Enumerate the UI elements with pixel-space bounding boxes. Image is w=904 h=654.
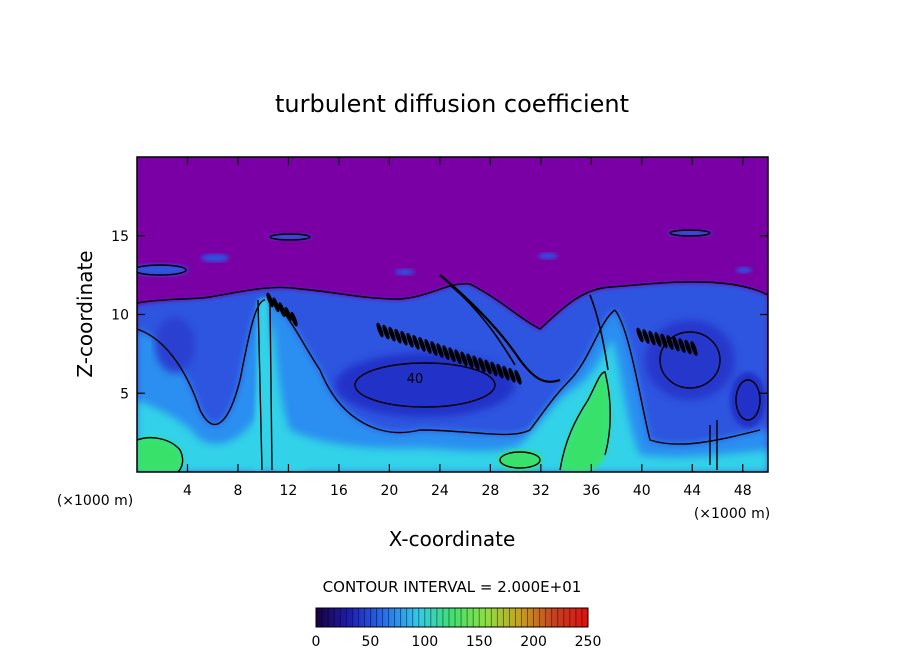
- contour-streak: [454, 349, 462, 365]
- y-tick-label: 15: [111, 229, 129, 245]
- contour-streak: [690, 341, 698, 356]
- colorbar-tick-label: 250: [575, 634, 602, 650]
- contour-streak: [502, 365, 510, 381]
- x-tick-label: 24: [431, 483, 449, 499]
- colorbar-tick-label: 50: [361, 634, 379, 650]
- contour-streak: [290, 311, 298, 327]
- colorbar-tick-label: 150: [466, 634, 493, 650]
- upper-patch-7: [736, 267, 752, 273]
- contour-streak: [684, 339, 692, 355]
- contour-streak: [460, 351, 468, 367]
- x-tick-label: 48: [734, 483, 752, 499]
- contour-streak: [672, 336, 680, 352]
- x-tick-label: 4: [183, 483, 192, 499]
- x-tick-label: 8: [233, 483, 242, 499]
- contour-streak: [636, 327, 644, 343]
- x-unit-right: (×1000 m): [694, 506, 770, 522]
- y-tick-label: 10: [111, 308, 129, 324]
- contour-interval-text: CONTOUR INTERVAL = 2.000E+01: [323, 578, 582, 596]
- contour-streak: [442, 345, 450, 360]
- contour-streak: [394, 328, 402, 344]
- contour-streak: [278, 302, 286, 317]
- contour-streak: [272, 297, 280, 313]
- contour-streak: [642, 329, 650, 344]
- contour-streak: [514, 369, 522, 385]
- upper-patch-5: [538, 253, 558, 259]
- contour-streak: [448, 347, 456, 363]
- x-tick-label: 28: [481, 483, 499, 499]
- x-unit-left: (×1000 m): [57, 493, 133, 509]
- upper-patch-3: [268, 234, 312, 240]
- contour-streak: [376, 322, 384, 338]
- x-tick-label: 12: [280, 483, 298, 499]
- x-tick-label: 44: [683, 483, 701, 499]
- contour-streak: [478, 357, 486, 373]
- green-region-left: [137, 437, 183, 472]
- contour-streak: [284, 307, 292, 322]
- contour-lines: [137, 229, 768, 472]
- contour-streak: [654, 332, 662, 347]
- chart-title: turbulent diffusion coefficient: [275, 90, 629, 118]
- contour-streak: [666, 335, 674, 350]
- contour-streak: [648, 330, 656, 346]
- contour-streak: [382, 324, 390, 340]
- x-axis-label: X-coordinate: [389, 527, 516, 551]
- contour-streak: [660, 333, 668, 349]
- y-axis: 5 10 15: [111, 229, 768, 402]
- contour-streaks: [266, 292, 698, 385]
- colorbar-tick-label: 200: [520, 634, 547, 650]
- colorbar-ticks: 0 50 100 150 200 250: [312, 634, 602, 650]
- cyan-region: [137, 320, 768, 472]
- colorbar-tick-label: 100: [411, 634, 438, 650]
- contour-streak: [266, 292, 274, 308]
- contour-streak: [418, 337, 426, 352]
- contour-streak: [490, 361, 498, 377]
- vortex-core-small: [155, 317, 195, 373]
- contour-streak: [678, 338, 686, 353]
- y-axis-label: Z-coordinate: [73, 250, 97, 377]
- contour-streak: [406, 332, 414, 348]
- contour-value-label: 40: [407, 372, 424, 387]
- upper-patch-2: [201, 254, 229, 262]
- contour-streak: [484, 359, 492, 375]
- green-region-right: [560, 372, 611, 472]
- x-axis: 4 8 12 16 20 24 28 32 36 40 44 48: [183, 157, 752, 499]
- contour-streak: [412, 334, 420, 350]
- contour-streak: [436, 343, 444, 358]
- contour-streak: [400, 330, 408, 346]
- cyan-patch: [270, 459, 310, 471]
- colorbar-gradient: [316, 608, 588, 627]
- y-tick-label: 5: [120, 386, 129, 402]
- vortex-core-left: [335, 353, 515, 417]
- contour-streak: [472, 355, 480, 371]
- upper-patch-1: [137, 264, 188, 276]
- upper-patch-6: [668, 230, 712, 236]
- x-tick-label: 40: [633, 483, 651, 499]
- contour-streak: [466, 353, 474, 369]
- green-patch: [498, 450, 542, 470]
- colorbar-tick-label: 0: [312, 634, 321, 650]
- contour-streak: [388, 326, 396, 342]
- upper-patch-4: [395, 269, 415, 275]
- contour-streak: [430, 341, 438, 356]
- colorbar-stripes: [321, 608, 583, 627]
- x-tick-label: 20: [380, 483, 398, 499]
- contour-streak: [424, 339, 432, 354]
- x-tick-label: 16: [330, 483, 348, 499]
- plot-area: 40: [136, 156, 769, 473]
- colorbar-frame: [315, 607, 589, 628]
- field-layers: [137, 229, 768, 472]
- colorbar: 0 50 100 150 200 250: [312, 607, 602, 650]
- contour-streak: [496, 363, 504, 379]
- x-tick-label: 32: [532, 483, 550, 499]
- x-tick-label: 36: [582, 483, 600, 499]
- contour-streak: [508, 367, 516, 383]
